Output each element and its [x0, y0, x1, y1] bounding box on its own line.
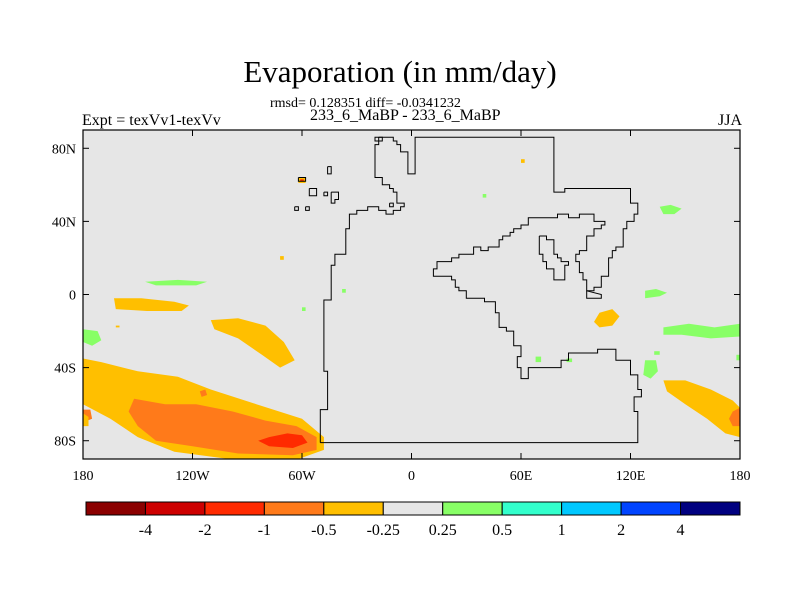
season-label: JJA — [717, 112, 742, 129]
colorbar-swatch — [620, 501, 682, 516]
coastline-8 — [297, 177, 307, 182]
contour-region-2 — [258, 433, 308, 448]
colorbar-swatch — [204, 501, 265, 516]
contour-region-20 — [342, 289, 346, 293]
colorbar-swatch — [144, 501, 206, 516]
colorbar-swatch — [501, 501, 563, 516]
contour-region-18 — [83, 329, 102, 346]
colorbar-label: -0.25 — [367, 522, 400, 539]
contour-region-16 — [521, 159, 525, 163]
colorbar-label: 0.25 — [429, 522, 457, 539]
colorbar-label: 1 — [558, 522, 566, 539]
contour-region-26 — [654, 351, 660, 355]
contour-region-8 — [199, 389, 208, 397]
stats-text: rmsd= 0.128351 diff= -0.0341232 — [270, 96, 461, 111]
coastline-2 — [330, 191, 339, 204]
x-tick-label: 180 — [73, 469, 94, 484]
y-tick-label: 80N — [52, 142, 76, 157]
contour-region-27 — [482, 194, 487, 198]
contour-region-17 — [145, 279, 208, 286]
x-tick-label: 120E — [616, 469, 646, 484]
contour-region-19 — [302, 307, 306, 311]
x-tick-label: 120W — [175, 469, 210, 484]
contour-region-28 — [566, 358, 573, 363]
coastline-10 — [586, 290, 602, 299]
contour-region-10 — [280, 256, 284, 260]
coastline-1 — [538, 235, 569, 281]
contour-region-11 — [663, 380, 740, 438]
contour-region-7 — [183, 389, 202, 403]
contour-region-22 — [645, 289, 667, 299]
colorbar-swatch — [323, 501, 384, 516]
colorbar-label: 2 — [617, 522, 625, 539]
coastline-4 — [305, 206, 310, 211]
coastline-0 — [319, 136, 642, 444]
colorbar-swatch — [680, 501, 741, 516]
coastline-9 — [378, 136, 383, 142]
x-tick-label: 0 — [408, 469, 415, 484]
experiment-label: Expt = texVv1-texVv — [82, 112, 221, 129]
colorbar-swatch — [561, 501, 622, 516]
chart-title: Evaporation (in mm/day) — [243, 54, 557, 89]
contour-region-21 — [659, 204, 682, 215]
x-tick-label: 60W — [288, 469, 316, 484]
colorbar-swatch — [442, 501, 503, 516]
contour-region-23 — [663, 323, 740, 339]
colorbar-label: -2 — [198, 522, 211, 539]
colorbar-swatch — [382, 501, 444, 516]
colorbar-label: 0.5 — [492, 522, 512, 539]
colorbar-label: -0.5 — [311, 522, 336, 539]
contour-region-25 — [736, 354, 740, 361]
y-tick-label: 40S — [54, 362, 76, 377]
axis-ticks: 180 120W 60W 0 60E 120E 180 80N 40N 0 40S 80S — [52, 130, 751, 484]
contour-region-4 — [83, 413, 89, 427]
contour-region-6 — [210, 318, 295, 368]
y-tick-label: 40N — [52, 215, 76, 230]
colorbar-swatch — [85, 501, 146, 516]
coastline-7 — [294, 206, 299, 211]
colorbar-swatch — [263, 501, 325, 516]
coastline-11 — [389, 202, 394, 208]
contour-region-12 — [729, 407, 740, 427]
contour-region-29 — [535, 356, 542, 363]
contour-region-24 — [643, 360, 658, 379]
colorbar-label: -1 — [258, 522, 271, 539]
coastline-6 — [323, 191, 329, 197]
y-tick-label: 80S — [54, 435, 76, 450]
coastline-3 — [308, 188, 318, 197]
colorbar-label: -4 — [139, 522, 152, 539]
colorbar: -4 -2 -1 -0.5 -0.25 0.25 0.5 1 2 4 — [85, 501, 741, 539]
contour-region-9 — [115, 325, 120, 328]
x-tick-label: 60E — [510, 469, 533, 484]
x-tick-label: 180 — [730, 469, 751, 484]
colorbar-label: 4 — [677, 522, 685, 539]
coastline-5 — [327, 166, 332, 175]
experiment-name: 233_6_MaBP - 233_6_MaBP — [310, 107, 501, 124]
contour-regions — [83, 159, 740, 459]
contour-region-13 — [594, 309, 620, 328]
y-tick-label: 0 — [69, 289, 76, 304]
contour-region-5 — [114, 298, 189, 311]
continent-outlines — [294, 136, 642, 444]
